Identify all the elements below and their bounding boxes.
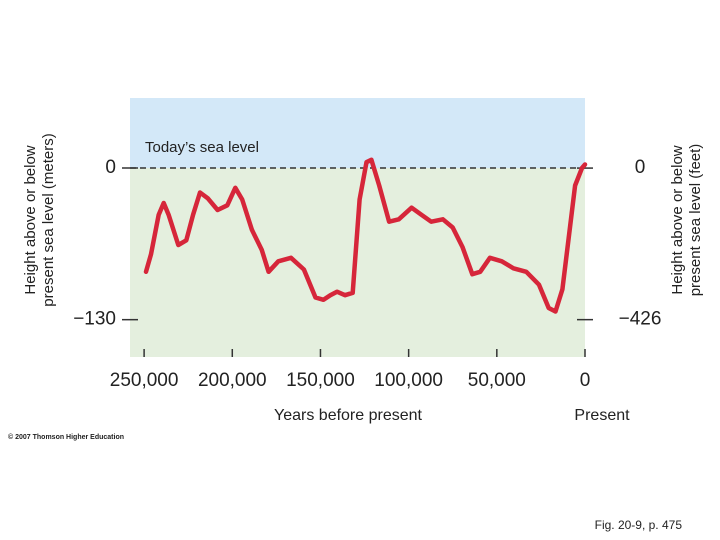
y2-axis-label: Height above or below <box>669 145 686 294</box>
above-zero-area <box>130 98 585 168</box>
y-tick-label: −130 <box>73 309 116 330</box>
plot: 0 −130 0 −426 250,000 200,000 150,000 100,000 50… <box>22 98 704 391</box>
y-axis-label: present sea level (meters) <box>40 133 57 306</box>
x-tick-label: 200,000 <box>198 370 267 391</box>
annotation: Today’s sea level <box>145 139 259 156</box>
y2-tick-label: −426 <box>619 309 662 330</box>
x-tick-label: 250,000 <box>110 370 179 391</box>
x-axis-label: Years before present <box>274 407 423 424</box>
y-axis-label: Height above or below <box>22 145 39 294</box>
y2-tick-label: 0 <box>635 157 646 178</box>
y2-axis-label: present sea level (feet) <box>687 144 704 297</box>
sea-level-line <box>143 157 588 314</box>
x-tick-label: 150,000 <box>286 370 355 391</box>
caption: Fig. 20-9, p. 475 <box>595 518 683 532</box>
x-tick-label: 0 <box>580 370 591 391</box>
y-tick-label: 0 <box>105 157 116 178</box>
x-tick-label: 50,000 <box>468 370 526 391</box>
credit: © 2007 Thomson Higher Education <box>8 433 124 441</box>
present-label: Present <box>574 407 630 424</box>
x-tick-label: 100,000 <box>374 370 443 391</box>
